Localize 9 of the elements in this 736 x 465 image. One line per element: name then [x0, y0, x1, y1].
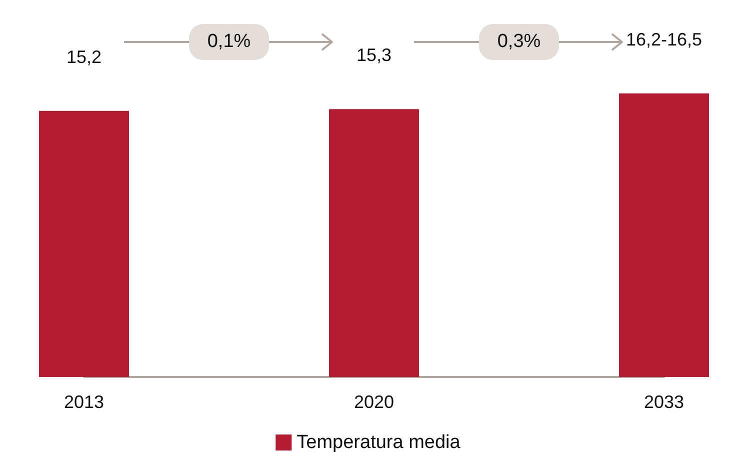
text: 0,1% [189, 24, 269, 60]
data-label: 15,2 [66, 46, 102, 67]
data-label: 16,2-16,5 [626, 29, 702, 50]
data-label: 15,3 [356, 45, 392, 66]
x-tick-label: 2013 [64, 392, 104, 412]
x-tick-label: 2033 [644, 392, 684, 412]
legend-label: Temperatura media [296, 432, 461, 453]
x-tick-label: 2020 [354, 392, 394, 412]
text: 0,3% [479, 24, 559, 60]
